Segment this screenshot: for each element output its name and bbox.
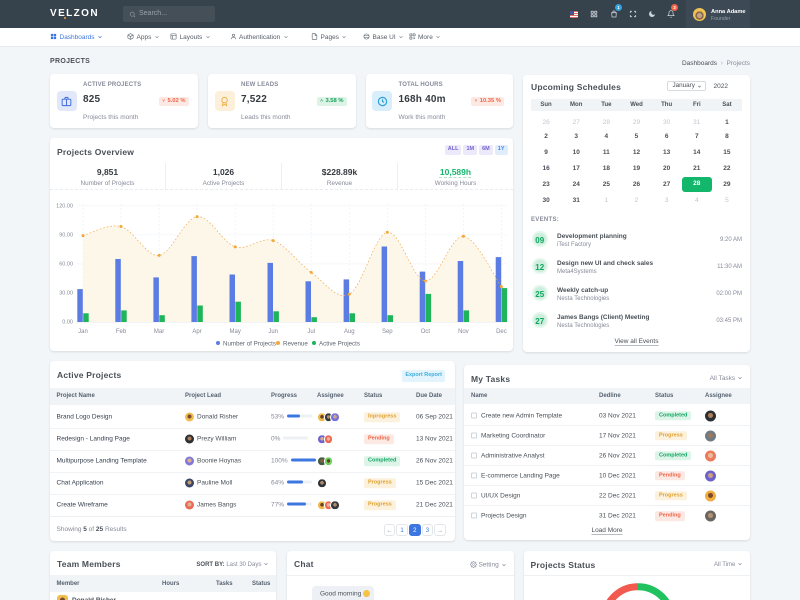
- svg-text:90.00: 90.00: [59, 233, 73, 239]
- svg-text:60.00: 60.00: [59, 262, 73, 268]
- svg-text:Sep: Sep: [382, 329, 393, 335]
- svg-text:Jan: Jan: [78, 329, 88, 335]
- svg-text:Active Projects: Active Projects: [319, 341, 360, 348]
- svg-text:Revenue: Revenue: [283, 341, 308, 348]
- svg-text:Number of Projects: Number of Projects: [223, 341, 276, 348]
- svg-text:May: May: [230, 329, 241, 335]
- svg-text:30.00: 30.00: [59, 291, 73, 297]
- svg-text:Aug: Aug: [344, 329, 355, 335]
- svg-text:Jun: Jun: [268, 329, 278, 335]
- svg-text:Oct: Oct: [421, 329, 431, 335]
- svg-text:0.00: 0.00: [62, 320, 73, 326]
- svg-text:Dec: Dec: [496, 329, 507, 335]
- svg-text:120.00: 120.00: [56, 204, 73, 210]
- svg-text:Apr: Apr: [192, 329, 201, 335]
- svg-text:Mar: Mar: [154, 329, 164, 335]
- svg-text:Feb: Feb: [116, 329, 127, 335]
- svg-text:Jul: Jul: [307, 329, 315, 335]
- svg-text:Nov: Nov: [458, 329, 469, 335]
